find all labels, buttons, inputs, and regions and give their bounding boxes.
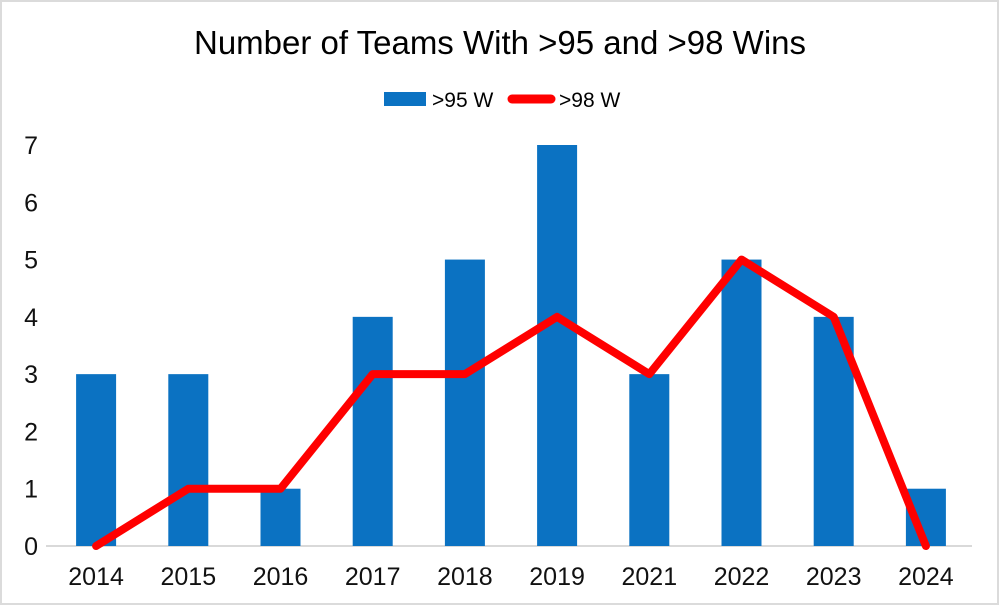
y-axis-tick-label: 2 (24, 418, 38, 446)
legend-bar-label: >95 W (432, 89, 493, 112)
x-axis-tick-label: 2014 (68, 563, 124, 591)
x-axis-tick-label: 2024 (898, 563, 954, 591)
y-axis-tick-label: 7 (24, 132, 38, 160)
bar-2022 (721, 259, 762, 546)
y-axis-tick-label: 4 (24, 304, 38, 332)
bar-2019 (537, 145, 578, 546)
x-axis-tick-label: 2016 (253, 563, 309, 591)
y-axis-tick-label: 5 (24, 247, 38, 275)
x-axis-tick-label: 2021 (621, 563, 677, 591)
x-axis-tick-label: 2018 (437, 563, 493, 591)
x-axis-tick-label: 2023 (806, 563, 862, 591)
x-axis-tick-label: 2022 (714, 563, 770, 591)
bar-2014 (76, 374, 117, 546)
chart-title: Number of Teams With >95 and >98 Wins (194, 24, 806, 61)
legend-bar-swatch (384, 92, 426, 106)
x-axis-tick-label: 2017 (345, 563, 401, 591)
plot-area: 0 1 2 3 4 5 6 7 2014 2015 2016 2017 2018 2019 2021 2022… (24, 132, 972, 591)
bar-2017 (352, 316, 393, 546)
y-axis-tick-label: 0 (24, 533, 38, 561)
y-axis-tick-label: 6 (24, 189, 38, 217)
bar-2016 (260, 488, 301, 546)
legend-line-label: >98 W (559, 89, 620, 112)
y-axis-tick-label: 1 (24, 476, 38, 504)
bar-2018 (444, 259, 485, 546)
bar-2021 (629, 374, 670, 546)
line-series (92, 255, 930, 550)
x-axis-tick-label: 2019 (529, 563, 585, 591)
bar-2015 (168, 374, 209, 546)
y-axis-tick-label: 3 (24, 361, 38, 389)
legend: >95 W >98 W (384, 89, 620, 112)
x-axis-tick-label: 2015 (160, 563, 216, 591)
